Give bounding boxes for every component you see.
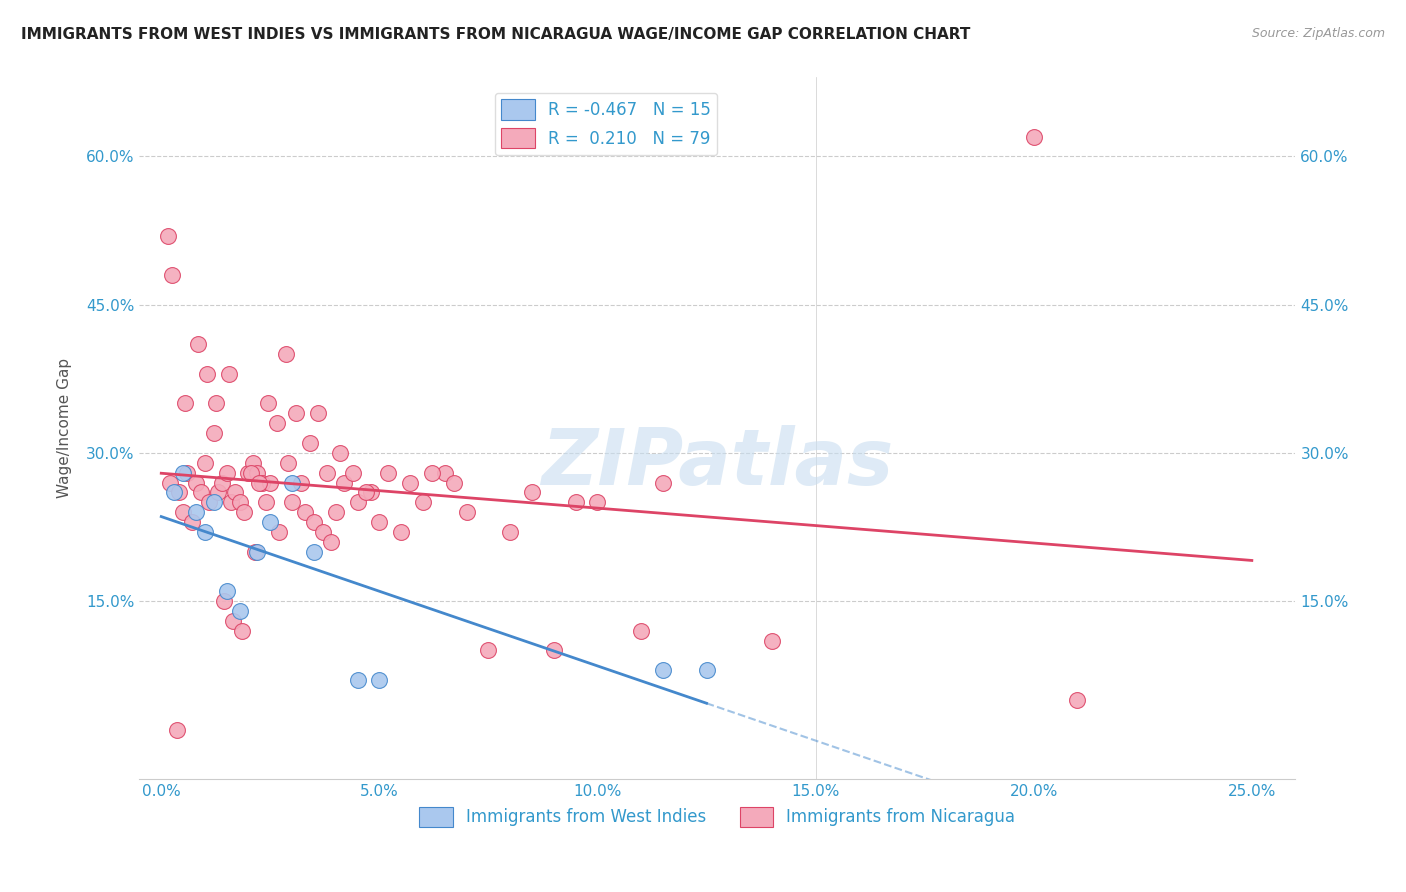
Point — [187, 337, 209, 351]
Point — [246, 466, 269, 480]
Point — [761, 633, 783, 648]
Point — [259, 475, 281, 490]
Point — [443, 475, 465, 490]
Point — [333, 475, 356, 490]
Point — [1066, 693, 1088, 707]
Point — [298, 436, 321, 450]
Point — [163, 485, 186, 500]
Point — [294, 505, 316, 519]
Text: IMMIGRANTS FROM WEST INDIES VS IMMIGRANTS FROM NICARAGUA WAGE/INCOME GAP CORRELA: IMMIGRANTS FROM WEST INDIES VS IMMIGRANT… — [21, 27, 970, 42]
Point — [233, 505, 256, 519]
Point — [290, 475, 312, 490]
Point — [281, 475, 304, 490]
Point — [346, 495, 368, 509]
Point — [172, 466, 194, 480]
Point — [368, 515, 391, 529]
Point — [420, 466, 443, 480]
Point — [499, 524, 522, 539]
Point — [211, 475, 233, 490]
Point — [356, 485, 378, 500]
Point — [186, 475, 208, 490]
Point — [651, 663, 673, 677]
Y-axis label: Wage/Income Gap: Wage/Income Gap — [58, 358, 72, 499]
Point — [368, 673, 391, 687]
Point — [186, 505, 208, 519]
Point — [156, 228, 179, 243]
Point — [239, 466, 262, 480]
Point — [696, 663, 718, 677]
Point — [399, 475, 422, 490]
Point — [316, 466, 339, 480]
Text: Source: ZipAtlas.com: Source: ZipAtlas.com — [1251, 27, 1385, 40]
Point — [254, 495, 277, 509]
Point — [389, 524, 412, 539]
Point — [215, 584, 238, 599]
Point — [477, 643, 499, 657]
Point — [238, 466, 260, 480]
Point — [160, 268, 183, 282]
Point — [586, 495, 609, 509]
Point — [266, 416, 288, 430]
Point — [231, 624, 253, 638]
Point — [329, 446, 352, 460]
Point — [247, 475, 270, 490]
Point — [198, 495, 221, 509]
Point — [180, 515, 202, 529]
Point — [325, 505, 347, 519]
Point — [204, 396, 226, 410]
Point — [307, 406, 329, 420]
Point — [250, 475, 273, 490]
Point — [543, 643, 565, 657]
Point — [219, 495, 242, 509]
Point — [520, 485, 543, 500]
Point — [214, 594, 236, 608]
Point — [167, 485, 190, 500]
Point — [172, 505, 194, 519]
Point — [166, 723, 188, 737]
Point — [194, 456, 217, 470]
Point — [174, 396, 197, 410]
Point — [321, 534, 343, 549]
Point — [202, 426, 225, 441]
Point — [564, 495, 586, 509]
Point — [346, 673, 368, 687]
Point — [377, 466, 399, 480]
Point — [222, 614, 245, 628]
Point — [274, 347, 297, 361]
Point — [412, 495, 434, 509]
Point — [229, 495, 252, 509]
Legend: Immigrants from West Indies, Immigrants from Nicaragua: Immigrants from West Indies, Immigrants … — [413, 800, 1022, 834]
Text: ZIPatlas: ZIPatlas — [541, 425, 894, 501]
Point — [630, 624, 652, 638]
Point — [259, 515, 281, 529]
Point — [202, 495, 225, 509]
Point — [342, 466, 364, 480]
Point — [224, 485, 246, 500]
Point — [246, 544, 269, 558]
Point — [215, 466, 238, 480]
Point — [302, 544, 325, 558]
Point — [207, 485, 229, 500]
Point — [242, 456, 264, 470]
Point — [267, 524, 290, 539]
Point — [360, 485, 382, 500]
Point — [1022, 129, 1045, 144]
Point — [302, 515, 325, 529]
Point — [176, 466, 198, 480]
Point — [190, 485, 212, 500]
Point — [218, 367, 240, 381]
Point — [257, 396, 280, 410]
Point — [285, 406, 308, 420]
Point — [456, 505, 478, 519]
Point — [243, 544, 266, 558]
Point — [281, 495, 304, 509]
Point — [311, 524, 333, 539]
Point — [195, 367, 218, 381]
Point — [433, 466, 456, 480]
Point — [194, 524, 217, 539]
Point — [277, 456, 299, 470]
Point — [651, 475, 673, 490]
Point — [159, 475, 181, 490]
Point — [229, 604, 252, 618]
